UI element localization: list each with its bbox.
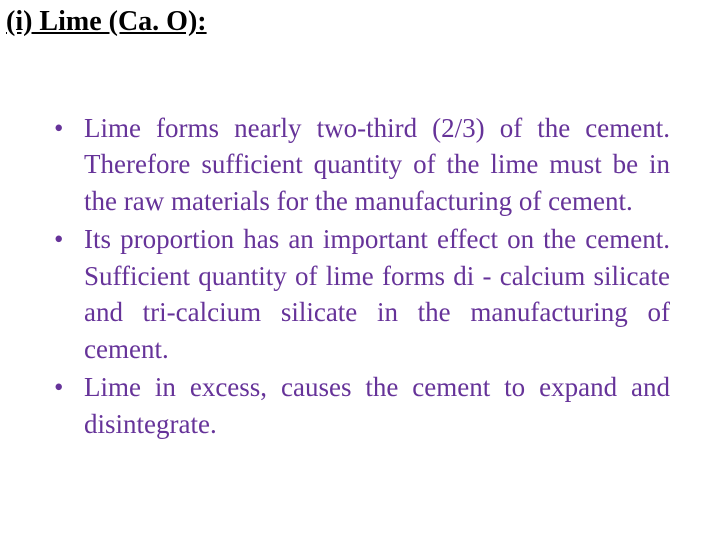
bullet-list: • Lime forms nearly two-third (2/3) of t…	[54, 110, 670, 444]
bullet-text: Lime in excess, causes the cement to exp…	[84, 369, 670, 442]
bullet-icon: •	[54, 110, 84, 219]
list-item: • Lime in excess, causes the cement to e…	[54, 369, 670, 442]
slide-heading: (i) Lime (Ca. O):	[6, 6, 207, 38]
slide-container: (i) Lime (Ca. O): • Lime forms nearly tw…	[0, 0, 720, 540]
list-item: • Its proportion has an important effect…	[54, 221, 670, 367]
bullet-text: Its proportion has an important effect o…	[84, 221, 670, 367]
bullet-icon: •	[54, 369, 84, 442]
bullet-text: Lime forms nearly two-third (2/3) of the…	[84, 110, 670, 219]
bullet-icon: •	[54, 221, 84, 367]
list-item: • Lime forms nearly two-third (2/3) of t…	[54, 110, 670, 219]
